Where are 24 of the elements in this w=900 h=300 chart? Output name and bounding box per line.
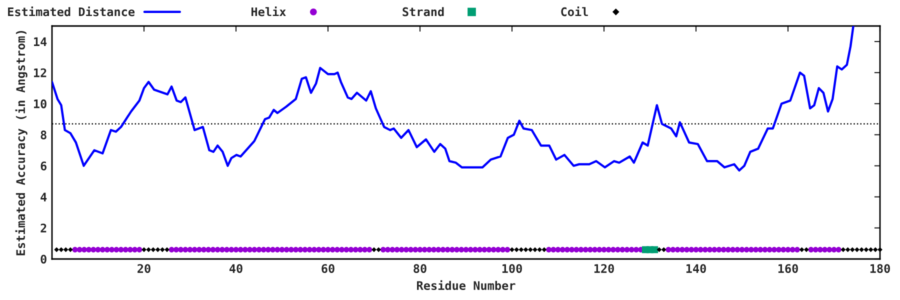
y-tick-label: 12 [34, 68, 46, 78]
legend-label: Estimated Distance [8, 6, 135, 16]
x-tick-label: 120 [594, 264, 614, 273]
x-tick-label: 20 [138, 264, 150, 273]
x-tick-label: 40 [229, 264, 242, 273]
x-tick-label: 140 [686, 264, 706, 273]
x-axis-title: Residue Number [417, 280, 516, 290]
y-tick-label: 8 [40, 130, 46, 140]
y-axis-title: Estimated Accuracy (in Angstrom) [15, 30, 28, 256]
y-tick-label: 4 [40, 192, 47, 202]
x-tick-label: 80 [414, 264, 426, 273]
y-tick-label: 6 [40, 162, 46, 170]
legend-label: Strand [402, 7, 444, 16]
x-tick-label: 60 [322, 264, 334, 274]
x-tick-label: 100 [502, 264, 522, 273]
y-tick-label: 14 [34, 37, 47, 46]
line-series [52, 26, 854, 172]
x-tick-label: 180 [870, 264, 890, 273]
x-tick-label: 160 [778, 264, 798, 274]
y-tick-label: 10 [34, 99, 46, 108]
legend-label: Helix [252, 6, 286, 16]
legend-label: Coil [561, 6, 588, 16]
y-tick-label: 0 [40, 254, 46, 264]
y-tick-label: 2 [40, 224, 46, 232]
